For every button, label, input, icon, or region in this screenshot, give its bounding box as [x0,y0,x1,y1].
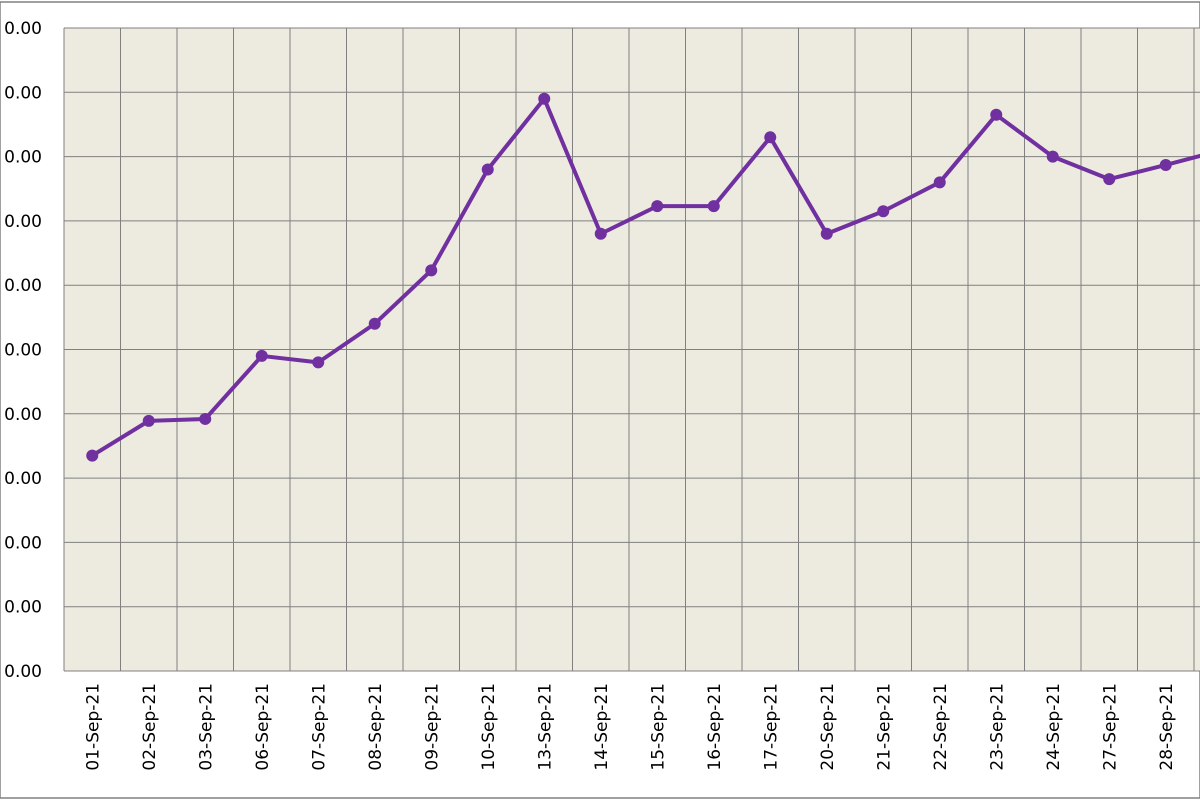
data-point [481,163,494,176]
x-tick-label: 17-Sep-21 [761,683,781,771]
y-tick-label: 0.00 [4,276,42,296]
data-point [86,449,99,462]
y-tick-label: 0.00 [4,662,42,682]
data-point [1103,173,1116,186]
x-tick-label: 22-Sep-21 [931,683,951,771]
data-point [1159,158,1172,171]
x-tick-label: 20-Sep-21 [818,683,838,771]
data-point [651,200,664,213]
x-tick-label: 03-Sep-21 [196,683,216,771]
x-tick-label: 15-Sep-21 [648,683,668,771]
gridlines [64,27,1200,672]
x-tick-label: 02-Sep-21 [140,683,160,771]
y-tick-label: 0.00 [4,598,42,618]
data-point [538,92,551,105]
y-tick-label: 0.00 [4,405,42,425]
x-tick-label: 07-Sep-21 [309,683,329,771]
x-tick-label: 28-Sep-21 [1157,683,1177,771]
data-point [312,356,325,369]
data-point [594,227,607,240]
y-tick-label: 0.00 [4,533,42,553]
data-point [933,176,946,189]
data-point [820,227,833,240]
x-tick-label: 01-Sep-21 [83,683,103,771]
series-group [86,92,1200,462]
y-tick-label: 0.00 [4,19,42,39]
x-tick-label: 23-Sep-21 [987,683,1007,771]
x-tick-label: 27-Sep-21 [1100,683,1120,771]
data-point [990,108,1003,121]
data-point [1046,150,1059,163]
x-tick-label: 09-Sep-21 [422,683,442,771]
y-tick-label: 0.00 [4,469,42,489]
x-tick-label: 21-Sep-21 [874,683,894,771]
data-point [368,317,381,330]
x-tick-label: 08-Sep-21 [366,683,386,771]
data-point [707,200,720,213]
x-tick-label: 24-Sep-21 [1044,683,1064,771]
y-tick-label: 0.00 [4,148,42,168]
data-point [764,131,777,144]
data-point [255,349,268,362]
data-point [425,264,438,277]
x-tick-label: 13-Sep-21 [535,683,555,771]
data-point [199,412,212,425]
x-tick-label: 16-Sep-21 [705,683,725,771]
y-tick-label: 0.00 [4,83,42,103]
x-tick-label: 06-Sep-21 [253,683,273,771]
x-tick-label: 10-Sep-21 [479,683,499,771]
data-point [877,205,890,218]
x-tick-label: 14-Sep-21 [592,683,612,771]
data-point [142,414,155,427]
y-axis-ticks: 0.00 0.00 0.00 0.00 0.00 0.00 0.00 0.00 0.00 0.00… [4,19,42,682]
y-tick-label: 0.00 [4,341,42,361]
x-axis-ticks: 01-Sep-21 02-Sep-21 03-Sep-21 06-Sep-21 07-S… [83,683,1177,771]
y-tick-label: 0.00 [4,212,42,232]
